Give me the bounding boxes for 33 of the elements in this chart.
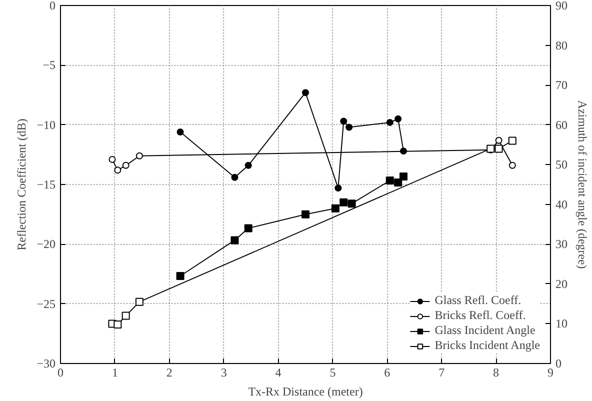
y-tick-label: −10: [36, 118, 56, 132]
y2-tick-label: 80: [556, 38, 568, 52]
y2-tick-label: 0: [556, 356, 562, 370]
y2-tick-label: 60: [556, 118, 568, 132]
x-tick-label: 5: [330, 366, 336, 380]
y2-tick-label: 10: [556, 316, 568, 331]
y2-tick-label: 90: [556, 0, 568, 12]
x-tick-label: 4: [275, 366, 282, 380]
y2-tick-label: 20: [556, 276, 568, 291]
x-axis-title: Tx-Rx Distance (meter): [248, 384, 363, 398]
y-axis-title: Reflection Coefficient (dB): [14, 118, 29, 250]
x-tick-label: 3: [220, 366, 227, 380]
legend-label: Bricks Refl. Coeff.: [434, 308, 526, 323]
y-tick-label: −20: [36, 237, 56, 252]
y-tick-label: −25: [36, 296, 56, 311]
y2-axis-title: Azimuth of incident angle (degree): [576, 100, 590, 269]
x-tick-label: 7: [438, 366, 445, 380]
legend-label: Glass Refl. Coeff.: [434, 293, 522, 308]
x-tick-label: 1: [112, 366, 118, 380]
legend-label: Glass Incident Angle: [434, 323, 536, 338]
x-tick-label: 2: [166, 366, 172, 380]
y-tick-label: −30: [36, 356, 56, 370]
y-tick-label: −15: [36, 178, 56, 192]
y2-tick-label: 40: [556, 197, 568, 212]
y2-tick-label: 70: [556, 78, 568, 92]
legend-label: Bricks Incident Angle: [434, 338, 540, 353]
x-tick-label: 6: [384, 366, 390, 380]
x-tick-label: 9: [548, 366, 554, 380]
y2-tick-label: 30: [556, 237, 568, 252]
y-tick-label: −5: [42, 58, 56, 72]
y-tick-label: 0: [50, 0, 56, 12]
y2-tick-label: 50: [556, 158, 568, 172]
x-tick-label: 8: [493, 366, 500, 380]
